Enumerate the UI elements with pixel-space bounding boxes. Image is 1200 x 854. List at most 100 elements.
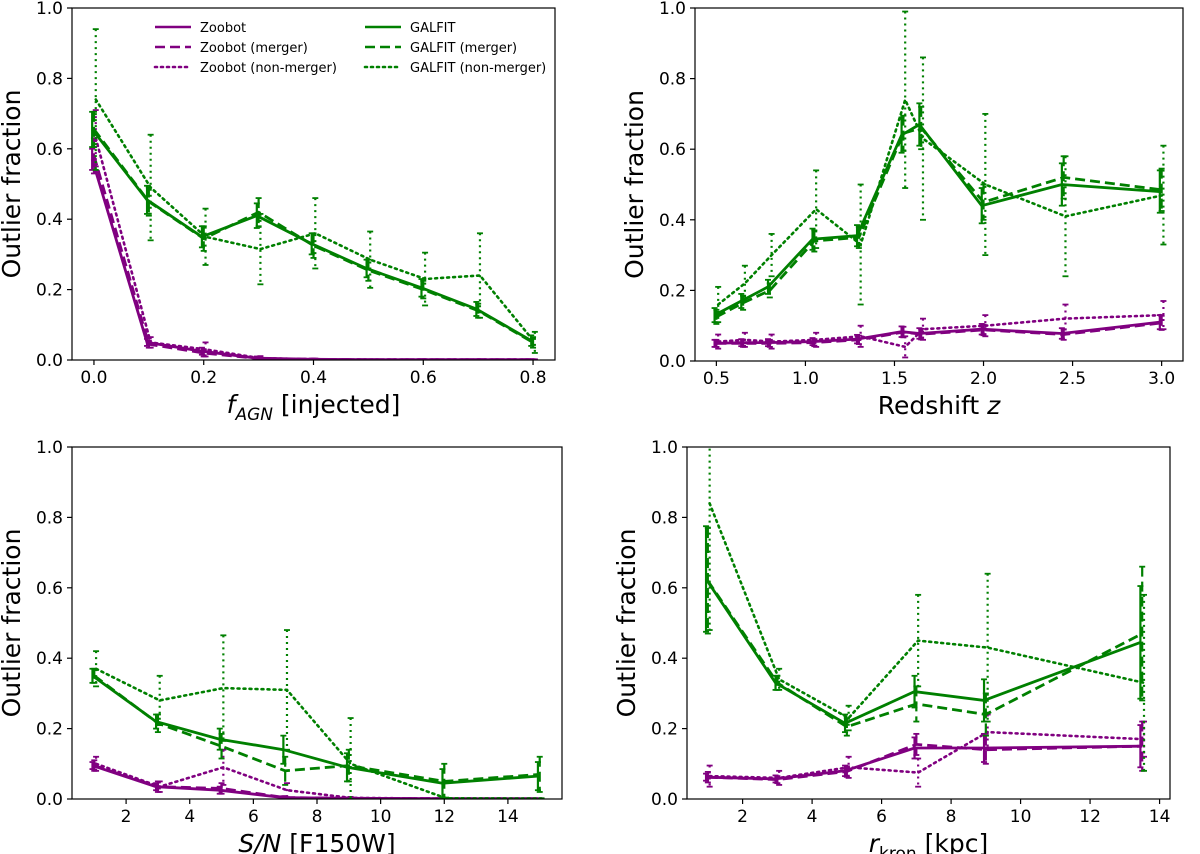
x-axis-label-main: S/N — [238, 829, 281, 854]
y-tick-label: 0.8 — [36, 69, 63, 89]
y-tick-label: 0.2 — [36, 720, 63, 740]
x-tick-label: 6 — [248, 807, 259, 827]
y-tick-label: 0.2 — [659, 281, 686, 301]
x-tick-label: 8 — [946, 807, 957, 827]
x-tick-label: 3.0 — [1148, 369, 1175, 389]
x-tick-label: 0.6 — [410, 368, 437, 388]
series-line-zoobot-non-merger — [94, 136, 537, 360]
y-tick-label: 1.0 — [36, 0, 63, 19]
y-tick-label: 0.6 — [651, 579, 678, 599]
y-tick-label: 0.0 — [651, 790, 678, 810]
series-line-galfit-non-merger — [708, 501, 1146, 720]
x-axis-label-unit: [kpc] — [917, 829, 989, 854]
x-tick-label: 10 — [370, 807, 392, 827]
legend-label: Zoobot (non-merger) — [200, 61, 337, 76]
series-line-galfit-merger — [715, 126, 1162, 319]
x-tick-label: 4 — [807, 807, 818, 827]
legend: Zoobot Zoobot (merger) Zoobot (non-merger)… — [153, 21, 546, 76]
x-tick-label: 2 — [121, 807, 132, 827]
series-line-galfit-merger — [93, 674, 540, 783]
x-tick-label: 0.0 — [80, 368, 107, 388]
y-tick-label: 0.8 — [36, 508, 63, 528]
x-tick-label: 6 — [876, 807, 887, 827]
x-tick-label: 1.0 — [792, 369, 819, 389]
series-line-galfit-merger — [706, 580, 1143, 729]
series-line-galfit-non-merger — [94, 98, 537, 344]
axes-frame — [686, 446, 1171, 800]
x-tick-label: 8 — [312, 807, 323, 827]
x-tick-label: 2.5 — [1059, 369, 1086, 389]
axes-frame — [71, 446, 563, 800]
panel-fagn: 0.0 0.2 0.4 0.6 0.8 0.0 0.2 0.4 0.6 0.8 1.0 Outlier… — [0, 0, 556, 425]
x-axis-label-unit: [injected] — [273, 390, 400, 419]
x-axis-label-main: Redshift — [878, 391, 987, 420]
panel-signal-to-noise: 2 4 6 8 10 12 14 0.0 0.2 0.4 0.6 0.8 1.0 Outlier frac… — [0, 438, 563, 854]
series-line-zoobot — [714, 320, 1160, 345]
x-tick-label: 10 — [1010, 807, 1032, 827]
x-tick-label: 14 — [1149, 807, 1171, 827]
x-tick-label: 0.4 — [300, 368, 327, 388]
x-tick-label: 1.5 — [881, 369, 908, 389]
y-axis-label: Outlier fraction — [620, 90, 649, 279]
y-axis-label: Outlier fraction — [612, 529, 641, 718]
y-tick-label: 0.0 — [659, 352, 686, 372]
plot-area — [89, 629, 545, 799]
x-tick-label: 14 — [497, 807, 519, 827]
series-line-galfit-non-merger — [716, 96, 1165, 306]
x-axis-label-subscript: kron — [879, 844, 917, 854]
axes-frame — [71, 7, 556, 361]
x-axis-label-main: r — [869, 829, 881, 854]
x-axis-label-unit: [F150W] — [281, 829, 395, 854]
x-tick-label: 12 — [1079, 807, 1101, 827]
plot-area — [89, 28, 538, 360]
x-tick-label: 0.5 — [703, 369, 730, 389]
legend-label: GALFIT (non-merger) — [410, 61, 546, 76]
legend-label: GALFIT — [410, 21, 456, 36]
x-axis-label-subscript: AGN — [234, 405, 273, 425]
series-line-zoobot — [705, 744, 1141, 781]
x-axis-label: S/N [F150W] — [238, 829, 395, 854]
y-axis-label: Outlier fraction — [0, 529, 26, 718]
axes-frame — [694, 7, 1184, 362]
x-tick-label: 12 — [433, 807, 455, 827]
legend-label: Zoobot — [200, 21, 246, 36]
series-line-galfit — [704, 578, 1141, 725]
y-tick-label: 0.6 — [36, 140, 63, 160]
y-tick-label: 0.4 — [651, 649, 678, 669]
y-tick-label: 1.0 — [651, 438, 678, 458]
series-line-zoobot — [90, 158, 532, 360]
x-tick-label: 0.8 — [520, 368, 547, 388]
y-tick-label: 0.4 — [659, 211, 686, 231]
y-tick-label: 0.2 — [651, 720, 678, 740]
y-axis-label: Outlier fraction — [0, 90, 26, 279]
x-tick-label: 2 — [737, 807, 748, 827]
plot-area — [711, 10, 1167, 359]
series-line-galfit — [713, 122, 1160, 317]
legend-label: GALFIT (merger) — [410, 41, 517, 56]
series-line-zoobot-merger — [707, 742, 1143, 782]
series-line-zoobot-non-merger — [708, 730, 1146, 780]
y-tick-label: 0.4 — [36, 210, 63, 230]
x-tick-label: 2.0 — [970, 369, 997, 389]
y-tick-label: 0.0 — [36, 790, 63, 810]
y-tick-label: 1.0 — [659, 0, 686, 19]
y-tick-label: 0.8 — [651, 508, 678, 528]
y-tick-label: 1.0 — [36, 438, 63, 458]
x-axis-label: Redshift z — [878, 391, 1001, 420]
y-tick-label: 0.8 — [659, 70, 686, 90]
y-tick-label: 0.6 — [36, 579, 63, 599]
panel-redshift: 0.5 1.0 1.5 2.0 2.5 3.0 0.0 0.2 0.4 0.6 0.8 1.0 Outl… — [620, 0, 1184, 420]
y-tick-label: 0.6 — [659, 140, 686, 160]
legend-label: Zoobot (merger) — [200, 41, 308, 56]
y-tick-label: 0.4 — [36, 649, 63, 669]
series-line-zoobot-merger — [716, 321, 1162, 345]
y-tick-label: 0.2 — [36, 281, 63, 301]
x-axis-label-italic: z — [986, 391, 1001, 420]
y-tick-label: 0.0 — [36, 351, 63, 371]
x-tick-label: 0.2 — [190, 368, 217, 388]
x-axis-label: fAGN [injected] — [227, 390, 401, 425]
x-tick-label: 4 — [184, 807, 195, 827]
panel-rkron: 2 4 6 8 10 12 14 0.0 0.2 0.4 0.6 0.8 1.0 Outlier frac… — [612, 438, 1171, 854]
series-line-galfit-merger — [92, 128, 534, 344]
